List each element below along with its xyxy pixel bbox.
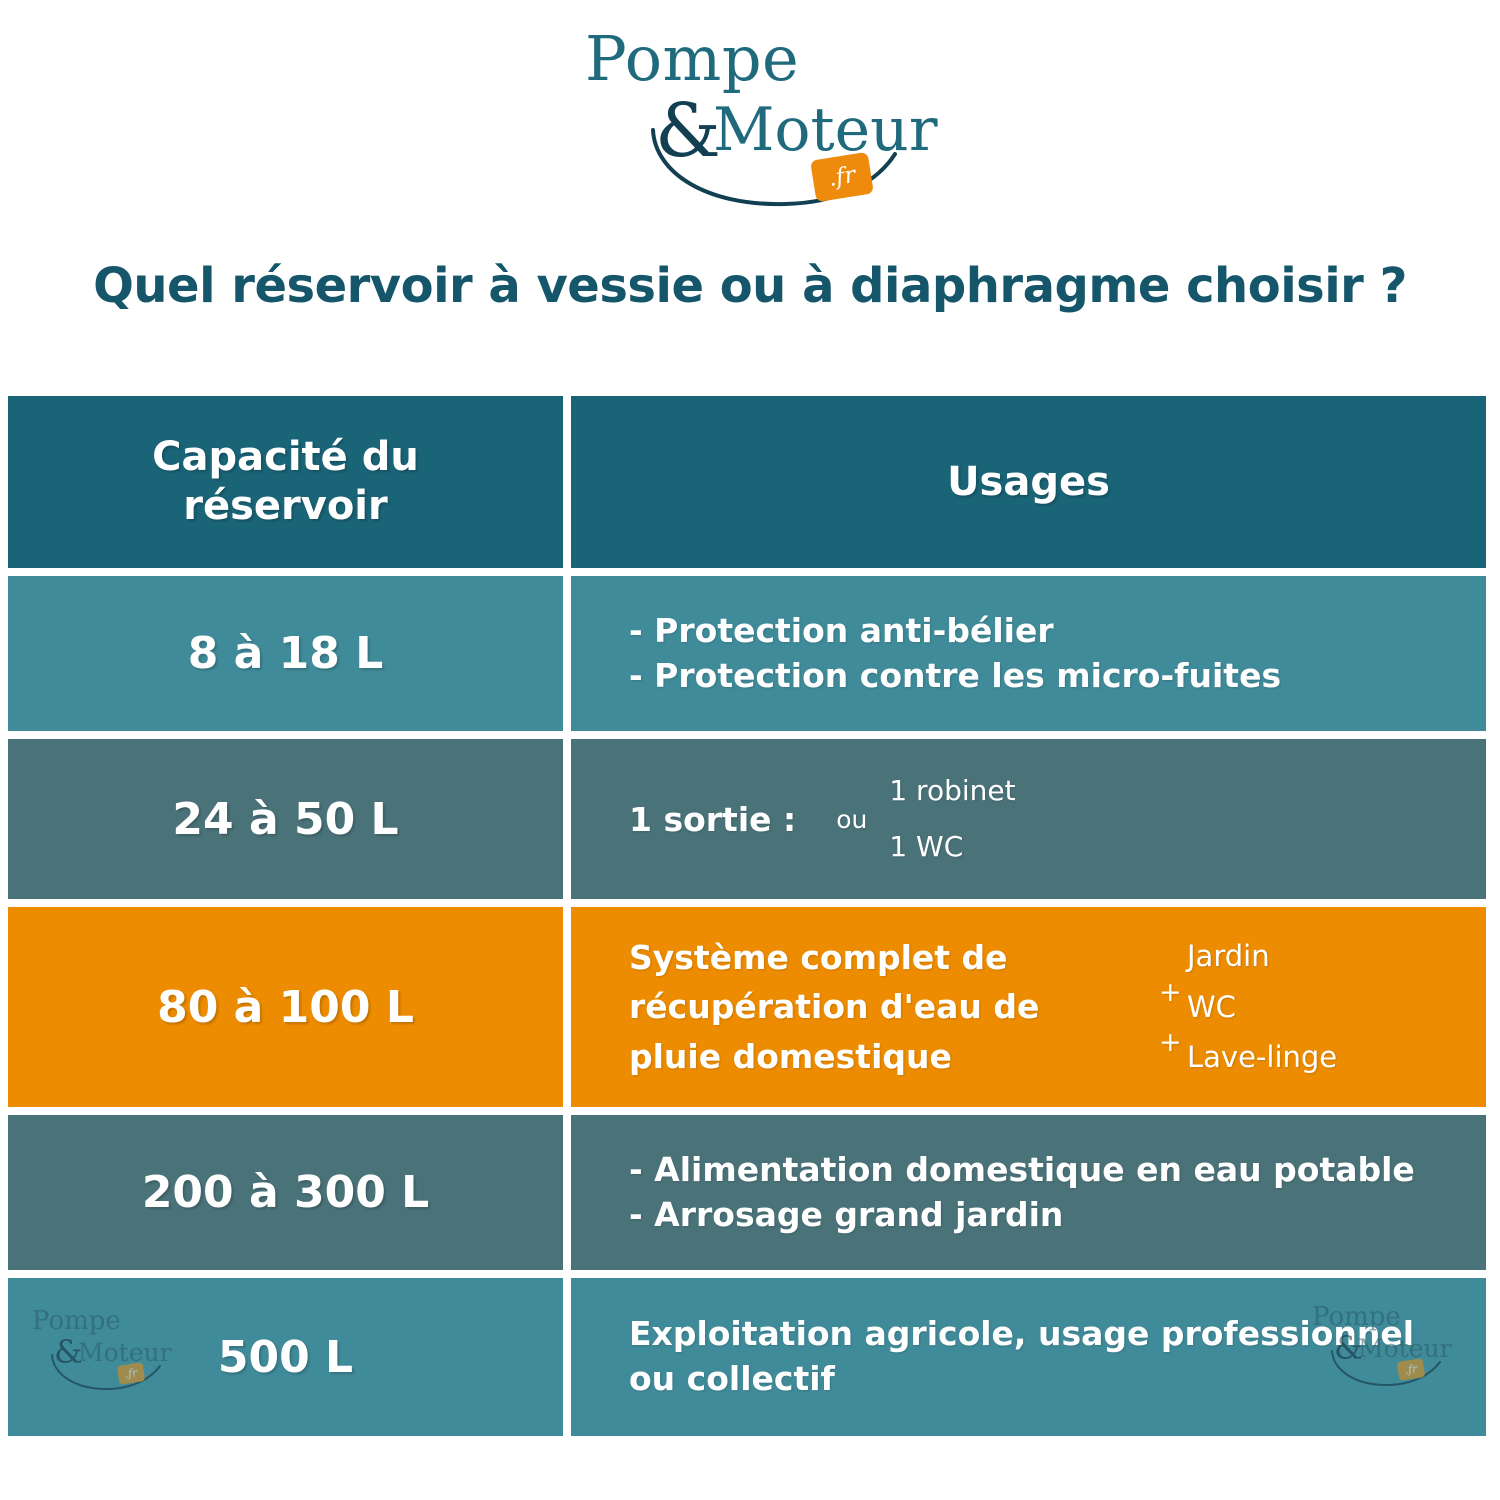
logo-fr-text: .fr	[826, 162, 858, 192]
plus-sign-1: +	[1159, 976, 1182, 1008]
page-title: Quel réservoir à vessie ou à diaphragme …	[93, 258, 1407, 314]
plus-sign-2: +	[1159, 1026, 1182, 1058]
watermark-logo-right: Pompe & Moteur .fr	[1306, 1302, 1452, 1404]
comparison-table: Capacité du réservoir Usages 8 à 18 L - …	[8, 396, 1486, 1444]
system-component: WC	[1187, 989, 1236, 1024]
header-capacity-line1: Capacité du	[152, 434, 419, 481]
system-description: Système complet de récupération d'eau de…	[571, 933, 1129, 1082]
row-capacity-cell: Pompe & Moteur .fr 500 L	[8, 1278, 563, 1436]
row-capacity-value: 8 à 18 L	[187, 628, 384, 679]
table-header-row: Capacité du réservoir Usages	[8, 396, 1486, 568]
outlet-spec: 1 sortie : ou 1 robinet 1 WC	[571, 763, 1016, 875]
watermark-swoosh-icon	[1331, 1350, 1441, 1387]
watermark-word-pompe: Pompe	[1312, 1302, 1401, 1332]
row-capacity-value: 200 à 300 L	[141, 1167, 430, 1218]
watermark-logo-left: Pompe & Moteur .fr	[26, 1306, 172, 1408]
system-spec: Système complet de récupération d'eau de…	[571, 931, 1486, 1083]
row-capacity-value: 24 à 50 L	[172, 793, 399, 845]
row-usage-list: - Protection anti-bélier - Protection co…	[571, 609, 1281, 698]
row-capacity-cell: 80 à 100 L	[8, 907, 563, 1107]
row-usage-cell: Exploitation agricole, usage professionn…	[571, 1278, 1486, 1436]
watermark-fr-text: .fr	[123, 1366, 139, 1381]
row-usage-cell: - Protection anti-bélier - Protection co…	[571, 576, 1486, 731]
outlet-options: 1 robinet 1 WC	[889, 763, 1015, 875]
logo-fr-badge: .fr	[810, 151, 874, 203]
logo-word-pompe: Pompe	[585, 22, 800, 95]
watermark-fr-text: .fr	[1403, 1362, 1419, 1377]
row-capacity-cell: 200 à 300 L	[8, 1115, 563, 1270]
row-usage-cell: Système complet de récupération d'eau de…	[571, 907, 1486, 1107]
logo-word-moteur: Moteur	[713, 95, 938, 165]
system-component: Jardin	[1187, 938, 1270, 973]
header-usages-label: Usages	[947, 458, 1110, 505]
usage-item: Exploitation agricole, usage professionn…	[629, 1314, 1415, 1354]
row-usage-cell: 1 sortie : ou 1 robinet 1 WC	[571, 739, 1486, 899]
watermark-word-pompe: Pompe	[32, 1306, 121, 1336]
system-desc-line: Système complet de	[629, 937, 1008, 977]
row-capacity-cell: 8 à 18 L	[8, 576, 563, 731]
header-capacity-label: Capacité du réservoir	[152, 433, 419, 531]
row-capacity-value: 500 L	[217, 1331, 354, 1383]
usage-item: ou collectif	[629, 1359, 835, 1398]
row-usage-list: Exploitation agricole, usage professionn…	[571, 1312, 1414, 1401]
usage-item: - Arrosage grand jardin	[629, 1194, 1064, 1234]
logo-wrap: Pompe & Moteur .fr	[585, 22, 938, 208]
table-row: Pompe & Moteur .fr 500 L Exploitation ag…	[8, 1278, 1486, 1436]
logo-ampersand: &	[655, 88, 721, 174]
system-components: + + Jardin WC Lave-linge	[1159, 931, 1338, 1083]
brand-logo: Pompe & Moteur .fr	[0, 28, 1500, 213]
watermark-word-moteur: Moteur	[78, 1338, 172, 1367]
system-desc-line: pluie domestique	[629, 1036, 952, 1076]
usage-item: - Alimentation domestique en eau potable	[629, 1149, 1415, 1189]
usage-item: - Protection anti-bélier	[629, 610, 1054, 650]
row-usage-list: - Alimentation domestique en eau potable…	[571, 1148, 1415, 1237]
row-capacity-value: 80 à 100 L	[157, 981, 414, 1033]
table-row: 8 à 18 L - Protection anti-bélier - Prot…	[8, 576, 1486, 731]
usage-item: - Protection contre les micro-fuites	[629, 655, 1282, 695]
header-cell-capacity: Capacité du réservoir	[8, 396, 563, 568]
row-usage-cell: - Alimentation domestique en eau potable…	[571, 1115, 1486, 1270]
watermark-word-moteur: Moteur	[1358, 1334, 1452, 1363]
outlet-option: 1 WC	[889, 830, 964, 863]
outlet-conjunction: ou	[836, 804, 868, 834]
table-row-highlighted: 80 à 100 L Système complet de récupérati…	[8, 907, 1486, 1107]
outlet-option: 1 robinet	[889, 774, 1016, 807]
system-component: Lave-linge	[1187, 1040, 1338, 1075]
header-cell-usages: Usages	[571, 396, 1486, 568]
header-capacity-line2: réservoir	[183, 483, 388, 529]
table-row: 24 à 50 L 1 sortie : ou 1 robinet 1 WC	[8, 739, 1486, 899]
system-desc-line: récupération d'eau de	[629, 987, 1040, 1027]
watermark-fr-badge: .fr	[116, 1362, 146, 1385]
watermark-ampersand: &	[54, 1333, 83, 1371]
watermark-fr-badge: .fr	[1396, 1358, 1426, 1381]
row-capacity-cell: 24 à 50 L	[8, 739, 563, 899]
outlet-label: 1 sortie :	[629, 799, 797, 839]
watermark-ampersand: &	[1334, 1329, 1363, 1367]
watermark-swoosh-icon	[51, 1354, 161, 1391]
table-row: 200 à 300 L - Alimentation domestique en…	[8, 1115, 1486, 1270]
